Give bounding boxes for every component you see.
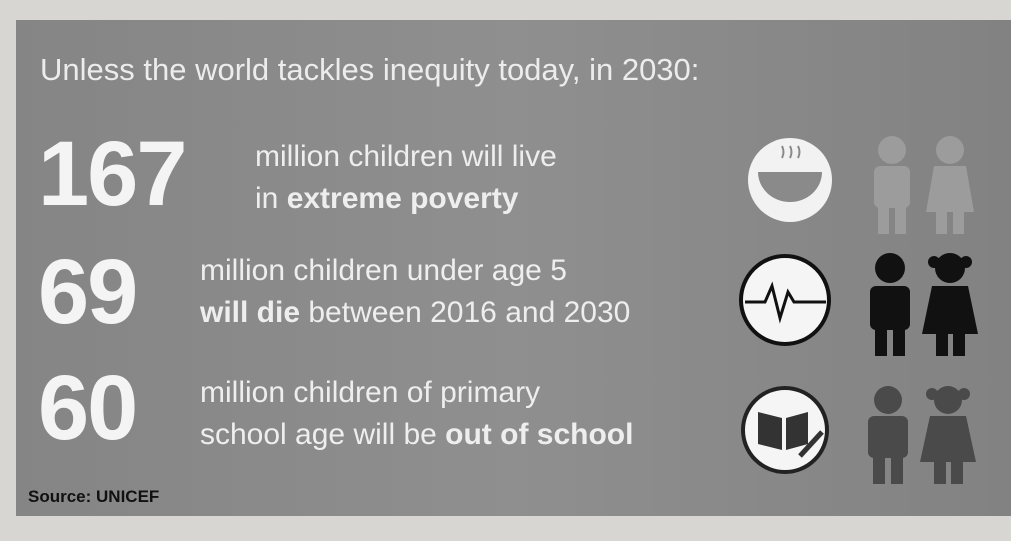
school-icon bbox=[741, 386, 829, 474]
children-gray bbox=[868, 386, 976, 484]
text-line: will die between 2016 and 2030 bbox=[200, 292, 630, 334]
text-segment: between 2016 and 2030 bbox=[300, 296, 631, 329]
text-segment: in bbox=[255, 182, 287, 215]
title: Unless the world tackles inequity today,… bbox=[40, 52, 700, 87]
pulse bbox=[745, 281, 826, 324]
pencil bbox=[798, 430, 824, 458]
row-number: 60 bbox=[38, 357, 138, 459]
steam bbox=[781, 145, 801, 159]
children-faint bbox=[874, 136, 974, 234]
row-text: million children of primary school age wi… bbox=[200, 372, 633, 456]
panel bbox=[16, 20, 1011, 516]
text-segment: school age will be bbox=[200, 418, 446, 451]
row-number: 69 bbox=[38, 241, 138, 343]
bold-text: will die bbox=[200, 296, 301, 329]
text-segment: million children will live bbox=[255, 140, 557, 173]
row-text: million children will live in extreme pov… bbox=[255, 136, 557, 220]
book bbox=[758, 412, 808, 450]
bold-text: extreme poverty bbox=[286, 182, 519, 215]
text-line: in extreme poverty bbox=[255, 178, 557, 220]
text-line: million children under age 5 bbox=[200, 250, 630, 292]
row-number: 167 bbox=[38, 123, 187, 225]
text-line: school age will be out of school bbox=[200, 414, 633, 456]
bold-text: out of school bbox=[445, 418, 634, 451]
text-segment: million children of primary bbox=[200, 376, 541, 409]
row-text: million children under age 5 will die bet… bbox=[200, 250, 630, 334]
text-segment: million children under age 5 bbox=[200, 254, 567, 287]
bowl bbox=[758, 172, 822, 202]
source: Source: UNICEF bbox=[28, 487, 160, 506]
text-line: million children of primary bbox=[200, 372, 633, 414]
text-line: million children will live bbox=[255, 136, 557, 178]
children-black bbox=[870, 253, 978, 356]
